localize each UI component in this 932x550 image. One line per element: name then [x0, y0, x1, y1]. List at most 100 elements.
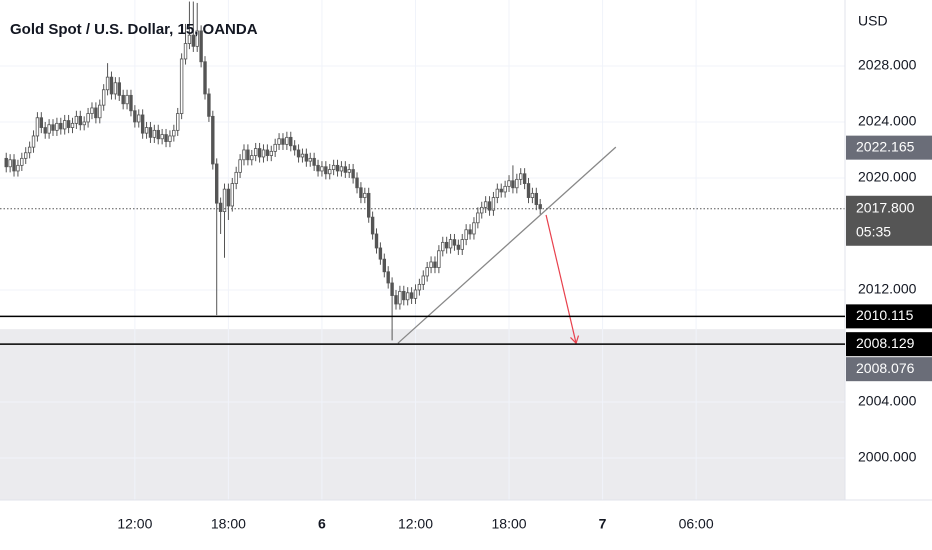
- candle-body: [382, 258, 387, 273]
- candle-body: [347, 169, 351, 173]
- candle-body: [441, 241, 445, 252]
- candle-body: [425, 267, 429, 277]
- x-tick-label: 18:00: [211, 516, 246, 532]
- candle-body: [405, 292, 410, 301]
- level-label-box: [846, 332, 932, 357]
- candle-body: [242, 149, 246, 161]
- candle-body: [390, 282, 394, 296]
- x-tick-label: 18:00: [492, 516, 527, 532]
- candle-body: [238, 159, 242, 173]
- candle-body: [35, 117, 40, 137]
- candle-body: [402, 290, 406, 301]
- candle-body: [515, 178, 519, 189]
- candle-body: [421, 275, 425, 285]
- trend-line: [397, 146, 617, 344]
- candle-body: [70, 122, 75, 128]
- y-tick-label: 2000.000: [858, 449, 917, 465]
- candle-body: [480, 206, 484, 214]
- candle-body: [86, 113, 90, 123]
- candle-body: [507, 180, 511, 187]
- candle-body: [519, 173, 523, 180]
- candle-body: [339, 166, 344, 172]
- candle-body: [51, 124, 55, 131]
- candle-body: [448, 239, 453, 249]
- candle-body: [320, 166, 324, 172]
- arrow-head: [570, 335, 580, 345]
- candle-body: [335, 164, 340, 172]
- candle-body: [281, 138, 285, 145]
- candle-body: [183, 43, 188, 60]
- candle-body: [234, 171, 238, 184]
- candle-body: [487, 201, 492, 211]
- candle-body: [491, 197, 496, 211]
- candle-body: [4, 157, 8, 168]
- candle-body: [207, 93, 211, 117]
- candle-body: [370, 216, 375, 235]
- candle-body: [328, 169, 332, 175]
- candle-body: [78, 115, 82, 126]
- y-tick-label: 2024.000: [858, 113, 917, 129]
- candle-body: [43, 127, 47, 134]
- x-tick-label: 6: [318, 516, 326, 532]
- candle-body: [538, 204, 542, 210]
- candle-body: [203, 61, 207, 95]
- candle-body: [47, 124, 51, 134]
- candle-body: [101, 89, 106, 106]
- candle-body: [140, 114, 145, 134]
- candle-body: [417, 283, 422, 291]
- candle-body: [31, 135, 36, 148]
- candle-body: [452, 239, 457, 246]
- y-tick-label: 2004.000: [858, 393, 917, 409]
- candle-body: [250, 155, 254, 161]
- candle-body: [20, 157, 24, 166]
- candle-body: [530, 192, 535, 198]
- price-label-box: [846, 135, 932, 160]
- candle-body: [289, 136, 293, 147]
- candle-body: [398, 290, 402, 305]
- level-label-box: [846, 304, 932, 329]
- candle-body: [444, 241, 449, 249]
- countdown-label: 05:35: [856, 223, 891, 239]
- candle-body: [144, 127, 149, 134]
- candle-body: [367, 192, 371, 218]
- candle-body: [246, 149, 250, 161]
- candle-body: [113, 82, 118, 95]
- candle-body: [187, 34, 192, 44]
- candle-body: [63, 120, 67, 130]
- level-label: 2010.115: [856, 307, 914, 323]
- candle-body: [300, 153, 305, 158]
- candle-body: [312, 157, 316, 166]
- candle-body: [168, 135, 172, 142]
- zone: [0, 329, 845, 500]
- candle-body: [495, 188, 500, 198]
- candle-body: [285, 136, 289, 145]
- candle-body: [39, 117, 44, 128]
- candle-body: [343, 166, 348, 173]
- candle-body: [363, 192, 367, 198]
- candle-body: [133, 110, 137, 123]
- candle-body: [468, 229, 472, 235]
- candle-body: [125, 94, 129, 105]
- candle-body: [66, 120, 71, 128]
- candle-body: [172, 129, 176, 137]
- candle-body: [464, 229, 468, 240]
- candle-body: [456, 244, 461, 250]
- candle-body: [499, 188, 503, 193]
- candle-body: [437, 250, 441, 268]
- candle-body: [148, 127, 153, 138]
- candle-body: [359, 187, 363, 198]
- candle-body: [152, 129, 157, 138]
- candle-body: [94, 107, 98, 119]
- candle-body: [16, 164, 20, 172]
- candle-body: [308, 157, 312, 162]
- y-tick-label: 2028.000: [858, 57, 917, 73]
- candle-body: [378, 247, 383, 260]
- zone-label: 2008.076: [856, 360, 915, 376]
- candle-body: [164, 134, 168, 142]
- candle-body: [409, 292, 414, 299]
- candle-body: [386, 271, 390, 284]
- x-tick-label: 12:00: [117, 516, 152, 532]
- chart-title: Gold Spot / U.S. Dollar, 15, OANDA: [10, 21, 258, 38]
- candle-body: [257, 148, 262, 158]
